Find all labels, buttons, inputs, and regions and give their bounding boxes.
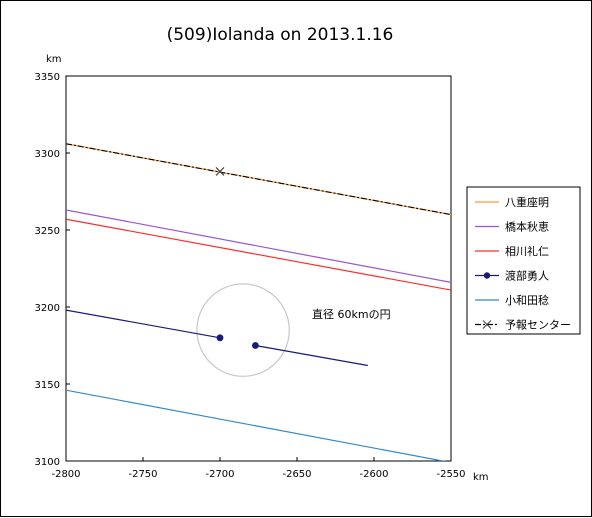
series-line-path xyxy=(66,143,451,216)
legend-item: 予報センター xyxy=(475,319,571,332)
legend-item: 小和田稔 xyxy=(475,293,549,307)
watanabe-line xyxy=(66,309,368,367)
plot-area xyxy=(65,75,452,462)
legend-marker xyxy=(483,272,491,279)
series-line-path xyxy=(66,209,451,283)
y-tick-label: 3100 xyxy=(35,457,60,468)
y-tick-label: 3300 xyxy=(35,149,60,160)
diameter-60km-circle xyxy=(196,283,290,377)
y-tick-label: 3150 xyxy=(35,380,60,391)
y-axis-ticks: 3100 3150 3200 3250 3300 3350 xyxy=(35,72,70,468)
x-axis-ticks: -2800 -2750 -2700 -2650 -2600 -2550 xyxy=(51,457,466,480)
x-tick-label: -2750 xyxy=(128,469,157,480)
kowada-line xyxy=(66,389,447,461)
hashimoto-line xyxy=(66,209,451,283)
legend-marker xyxy=(482,320,492,329)
legend-item: 渡部勇人 xyxy=(475,269,549,283)
series-layer xyxy=(66,143,451,461)
x-tick-label: -2550 xyxy=(436,469,465,480)
legend-label: 相川礼仁 xyxy=(505,244,549,258)
legend-item: 橋本秋恵 xyxy=(475,220,549,234)
x-tick-label: -2600 xyxy=(359,469,388,480)
legend-item: 八重座明 xyxy=(475,195,549,209)
chart-title: (509)Iolanda on 2013.1.16 xyxy=(167,25,394,45)
series-segment xyxy=(255,344,368,367)
x-tick-label: -2800 xyxy=(51,469,80,480)
legend-label: 八重座明 xyxy=(505,195,549,209)
forecast-marker xyxy=(215,167,225,176)
y-tick-label: 3350 xyxy=(35,72,60,83)
y-tick-label: 3250 xyxy=(35,226,60,237)
aikawa-line xyxy=(66,218,451,291)
y-tick-label: 3200 xyxy=(35,303,60,314)
circle-annotation: 直径 60kmの円 xyxy=(312,307,391,321)
series-line-path xyxy=(66,218,451,291)
legend-item: 相川礼仁 xyxy=(475,244,549,258)
legend-label: 橋本秋恵 xyxy=(505,220,549,234)
x-tick-label: -2700 xyxy=(205,469,234,480)
legend-label: 小和田稔 xyxy=(505,293,549,307)
legend-label: 渡部勇人 xyxy=(505,269,549,283)
legend-label: 予報センター xyxy=(505,319,571,332)
data-point xyxy=(216,334,224,342)
x-tick-label: -2650 xyxy=(282,469,311,480)
legend-box xyxy=(466,186,581,335)
x-axis-unit: km xyxy=(473,472,489,483)
series-line-path xyxy=(66,389,447,461)
forecast-center-line xyxy=(66,143,451,216)
series-segment xyxy=(66,309,221,339)
data-point xyxy=(252,342,259,349)
y-axis-unit: km xyxy=(46,54,62,65)
